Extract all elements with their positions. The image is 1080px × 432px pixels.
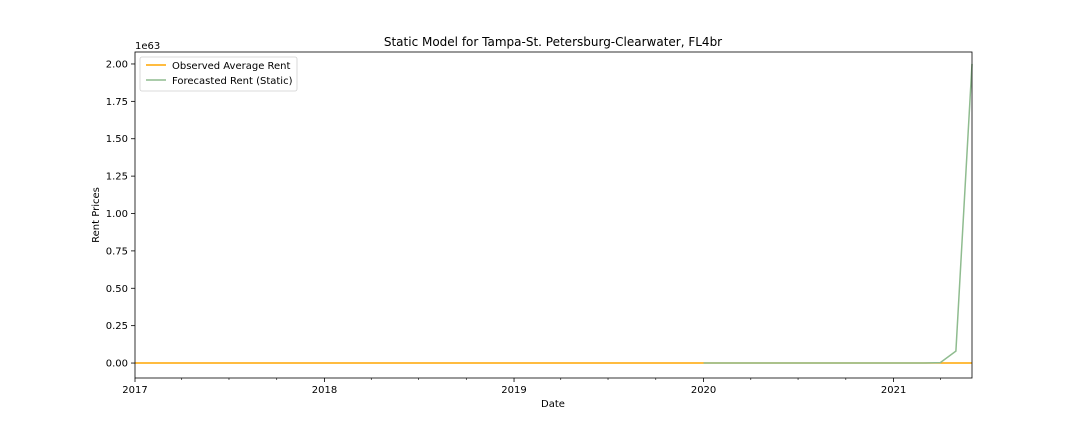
y-tick-label: 1.50 [106, 134, 128, 145]
series-line-forecast [703, 63, 973, 364]
x-tick-label: 2018 [312, 385, 337, 396]
x-tick-label: 2019 [501, 385, 526, 396]
y-tick-label: 0.25 [106, 321, 128, 332]
legend-label-observed: Observed Average Rent [172, 61, 291, 72]
x-tick-label: 2021 [881, 385, 906, 396]
y-tick-label: 1.00 [106, 209, 128, 220]
y-tick-label: 1.25 [106, 172, 128, 183]
legend: Observed Average Rent Forecasted Rent (S… [139, 56, 298, 92]
y-tick-label: 1.75 [106, 97, 128, 108]
plot-frame [134, 51, 973, 379]
y-tick-label: 2.00 [106, 59, 128, 70]
y-tick-label: 0.75 [106, 246, 128, 257]
legend-label-forecast: Forecasted Rent (Static) [172, 76, 293, 87]
x-tick-label: 2020 [691, 385, 716, 396]
x-axis-label: Date [541, 399, 565, 410]
y-axis-label: Rent Prices [91, 187, 102, 243]
y-tick-label: 0.50 [106, 284, 128, 295]
chart-title: Static Model for Tampa-St. Petersburg-Cl… [384, 35, 722, 49]
y-offset-label: 1e63 [135, 41, 160, 52]
y-tick-label: 0.00 [106, 359, 128, 370]
legend-box [139, 56, 298, 92]
x-tick-label: 2017 [122, 385, 147, 396]
